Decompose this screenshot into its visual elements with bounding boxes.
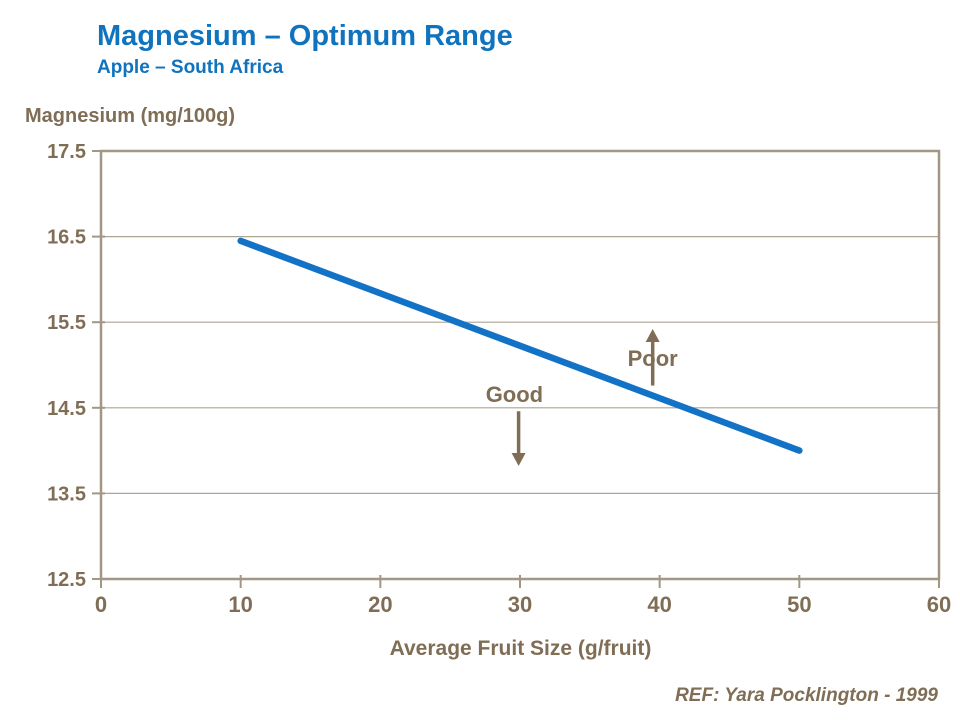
x-tick-label: 10 [228,592,252,617]
y-tick-label: 14.5 [47,398,86,420]
x-tick-label: 60 [927,592,951,617]
x-axis-title: Average Fruit Size (g/fruit) [389,637,652,660]
x-tick-label: 20 [368,592,392,617]
y-tick-label: 15.5 [47,312,86,334]
slide-title: Magnesium – Optimum Range [97,20,513,52]
x-tick-label: 0 [95,592,107,617]
slide-subtitle: Apple – South Africa [97,57,284,78]
y-tick-label: 12.5 [47,569,86,591]
annotation-arrowhead-up [645,329,660,343]
reference-text: REF: Yara Pocklington - 1999 [675,685,938,706]
x-tick-label: 50 [787,592,811,617]
x-tick-label: 40 [647,592,671,617]
plot-border [99,149,941,581]
y-axis-title: Magnesium (mg/100g) [25,105,236,127]
series-line [237,237,803,454]
annotation-label: Poor [628,346,679,371]
y-tick-label: 17.5 [47,141,86,163]
y-tick-label: 13.5 [47,483,86,505]
annotation-label: Good [486,382,543,407]
x-tick-label: 30 [508,592,532,617]
y-tick-label: 16.5 [47,227,86,249]
annotation-arrowhead-down [511,453,526,467]
